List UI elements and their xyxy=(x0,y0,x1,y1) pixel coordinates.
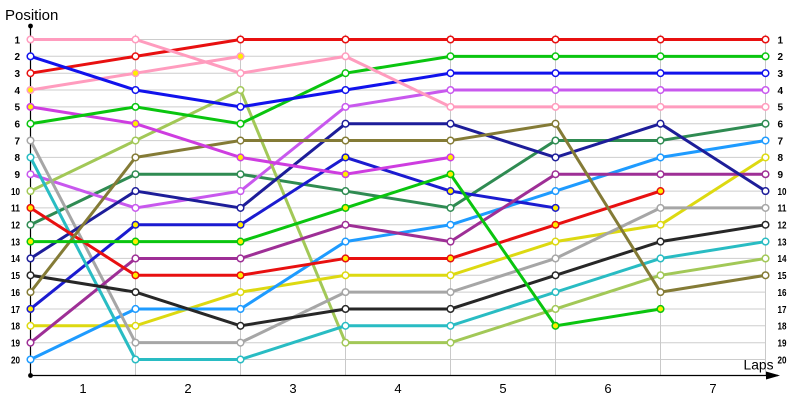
svg-text:4: 4 xyxy=(778,86,784,97)
svg-text:5: 5 xyxy=(499,381,506,396)
svg-text:1: 1 xyxy=(14,35,20,46)
svg-text:Laps: Laps xyxy=(744,357,774,373)
svg-text:3: 3 xyxy=(778,69,784,80)
svg-text:7: 7 xyxy=(709,381,716,396)
svg-text:3: 3 xyxy=(14,69,20,80)
svg-text:2: 2 xyxy=(184,381,191,396)
svg-text:6: 6 xyxy=(604,381,611,396)
svg-text:8: 8 xyxy=(778,153,784,164)
svg-text:16: 16 xyxy=(778,288,787,299)
svg-text:4: 4 xyxy=(394,381,401,396)
svg-text:7: 7 xyxy=(14,136,20,147)
svg-text:11: 11 xyxy=(11,204,20,215)
svg-text:20: 20 xyxy=(778,355,787,366)
svg-text:11: 11 xyxy=(778,204,787,215)
svg-text:6: 6 xyxy=(778,120,784,131)
svg-text:13: 13 xyxy=(11,237,20,248)
svg-text:12: 12 xyxy=(778,221,787,232)
svg-text:2: 2 xyxy=(14,52,20,63)
svg-text:1: 1 xyxy=(79,381,86,396)
svg-text:17: 17 xyxy=(778,305,787,316)
svg-text:15: 15 xyxy=(11,271,20,282)
svg-text:13: 13 xyxy=(778,237,787,248)
svg-text:17: 17 xyxy=(11,305,20,316)
svg-text:14: 14 xyxy=(778,254,787,265)
svg-text:18: 18 xyxy=(778,322,787,333)
svg-text:20: 20 xyxy=(11,355,20,366)
svg-text:9: 9 xyxy=(14,170,20,181)
svg-text:14: 14 xyxy=(11,254,20,265)
svg-text:10: 10 xyxy=(778,187,787,198)
svg-text:5: 5 xyxy=(778,103,784,114)
svg-text:5: 5 xyxy=(14,103,20,114)
svg-text:19: 19 xyxy=(11,339,20,350)
svg-text:Position: Position xyxy=(5,7,58,24)
svg-text:4: 4 xyxy=(14,86,20,97)
svg-text:8: 8 xyxy=(14,153,20,164)
svg-text:12: 12 xyxy=(11,221,20,232)
svg-text:9: 9 xyxy=(778,170,784,181)
svg-text:2: 2 xyxy=(778,52,784,63)
svg-text:7: 7 xyxy=(778,136,784,147)
svg-text:1: 1 xyxy=(778,35,784,46)
svg-text:19: 19 xyxy=(778,339,787,350)
svg-text:18: 18 xyxy=(11,322,20,333)
svg-text:6: 6 xyxy=(14,120,20,131)
svg-text:16: 16 xyxy=(11,288,20,299)
svg-text:15: 15 xyxy=(778,271,787,282)
svg-text:10: 10 xyxy=(11,187,20,198)
svg-text:3: 3 xyxy=(289,381,296,396)
